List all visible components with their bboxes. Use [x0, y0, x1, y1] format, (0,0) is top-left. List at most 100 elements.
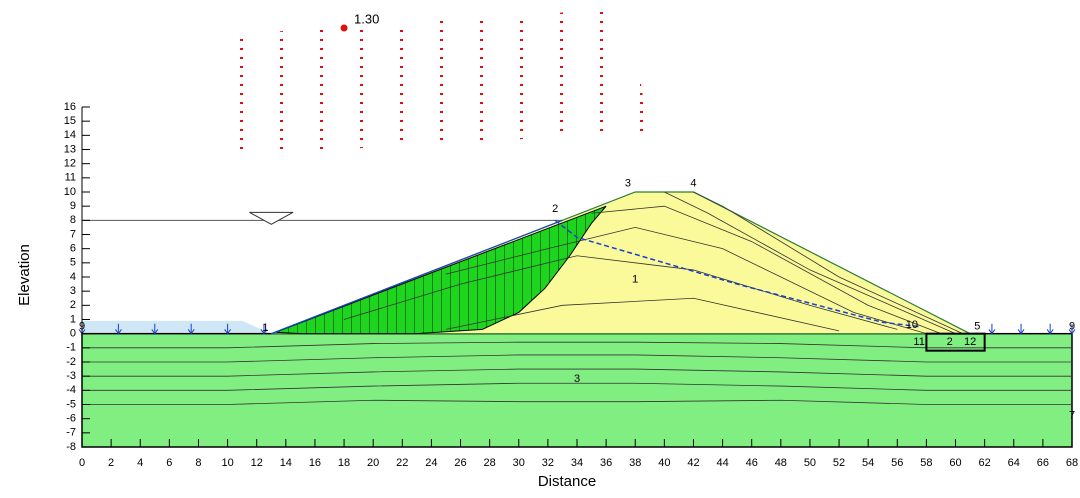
contour	[664, 191, 956, 335]
y-tick-label: -2	[66, 356, 76, 368]
y-tick-label: -3	[66, 370, 76, 382]
x-tick-label: 4	[137, 457, 143, 469]
slip-mass	[275, 205, 607, 335]
drain	[925, 332, 986, 352]
pressure-arrow	[1046, 323, 1054, 335]
y-tick-label: 3	[70, 285, 76, 297]
point-label: 2	[552, 203, 558, 215]
y-tick-label: 10	[64, 186, 76, 198]
y-axis-title: Elevation	[16, 244, 33, 306]
y-tick-label: 14	[64, 129, 76, 141]
region-label: 2	[947, 336, 953, 348]
pressure-arrow	[187, 323, 195, 335]
x-tick-label: 30	[513, 457, 525, 469]
foundation	[81, 332, 1073, 448]
y-tick-label: 11	[65, 172, 76, 184]
x-tick-label: 34	[571, 457, 583, 469]
x-tick-label: 64	[1008, 457, 1020, 469]
point-label: 12	[964, 336, 976, 348]
y-tick-label: 15	[64, 115, 76, 127]
pressure-arrow	[1017, 323, 1025, 335]
x-tick-label: 42	[687, 457, 699, 469]
reservoir	[82, 320, 272, 334]
point-label: 11	[913, 336, 924, 348]
y-tick-label: 12	[64, 158, 76, 170]
y-tick-label: 0	[70, 328, 76, 340]
x-tick-label: 66	[1037, 457, 1049, 469]
x-tick-label: 60	[949, 457, 961, 469]
contour	[445, 297, 840, 332]
x-tick-label: 48	[775, 457, 787, 469]
y-tick-label: 7	[70, 228, 76, 240]
x-axis-title: Distance	[538, 473, 596, 490]
contour	[82, 382, 1072, 391]
point-label: 7	[1069, 410, 1075, 422]
pressure-arrow	[114, 323, 122, 335]
x-tick-label: 40	[658, 457, 670, 469]
region-label: 1	[632, 274, 638, 286]
x-tick-label: 14	[280, 457, 292, 469]
x-tick-label: 62	[979, 457, 991, 469]
y-tick-label: 16	[64, 101, 76, 113]
y-tick-label: 1	[70, 313, 76, 325]
x-tick-label: 8	[195, 457, 201, 469]
contour	[693, 191, 963, 335]
y-tick-label: -7	[66, 427, 76, 439]
y-tick-label: -6	[66, 413, 76, 425]
y-tick-label: 8	[70, 214, 76, 226]
contour	[82, 341, 1072, 349]
x-tick-label: 12	[251, 457, 263, 469]
contour	[82, 368, 1072, 377]
slope-surface	[271, 219, 563, 335]
point-label: 1	[262, 322, 268, 334]
contour	[343, 255, 898, 330]
slip-grid	[223, 8, 648, 155]
point-label: 9	[1069, 320, 1075, 332]
pressure-arrow	[260, 323, 268, 335]
x-tick-label: 10	[221, 457, 233, 469]
point-label: 4	[690, 177, 696, 189]
y-tick-label: 2	[70, 299, 76, 311]
x-tick-label: 32	[542, 457, 554, 469]
x-tick-label: 2	[108, 457, 114, 469]
y-tick-label: -5	[66, 398, 76, 410]
contour	[82, 354, 1072, 363]
phreatic-line	[554, 219, 920, 328]
x-tick-label: 18	[338, 457, 350, 469]
x-tick-label: 54	[862, 457, 874, 469]
point-label: 10	[906, 319, 918, 331]
pressure-arrow	[1068, 323, 1076, 335]
y-tick-label: 4	[70, 271, 76, 283]
y-tick-label: -1	[66, 342, 76, 354]
y-tick-label: 6	[70, 243, 76, 255]
x-tick-label: 38	[629, 457, 641, 469]
x-tick-label: 36	[600, 457, 612, 469]
y-tick-label: 13	[64, 143, 76, 155]
x-tick-label: 56	[891, 457, 903, 469]
x-tick-label: 24	[425, 457, 437, 469]
x-tick-label: 16	[309, 457, 321, 469]
region-label: 3	[574, 373, 580, 385]
pressure-arrow	[988, 323, 996, 335]
water-symbol	[249, 211, 294, 225]
x-tick-label: 52	[833, 457, 845, 469]
x-tick-label: 68	[1066, 457, 1078, 469]
critical-center	[340, 24, 348, 32]
factor-of-safety: 1.30	[354, 11, 379, 26]
contour	[591, 205, 942, 335]
contour	[445, 227, 927, 335]
pressure-arrow	[224, 323, 231, 335]
y-tick-label: 5	[70, 257, 76, 269]
x-tick-label: 58	[920, 457, 932, 469]
pressure-arrow	[151, 323, 159, 335]
point-label: 5	[974, 320, 980, 332]
y-tick-label: -8	[66, 441, 76, 453]
x-tick-label: 50	[804, 457, 816, 469]
contour	[82, 399, 1072, 405]
x-tick-label: 6	[166, 457, 172, 469]
x-tick-label: 28	[484, 457, 496, 469]
x-tick-label: 20	[367, 457, 379, 469]
x-tick-label: 44	[716, 457, 728, 469]
x-tick-label: 22	[396, 457, 408, 469]
